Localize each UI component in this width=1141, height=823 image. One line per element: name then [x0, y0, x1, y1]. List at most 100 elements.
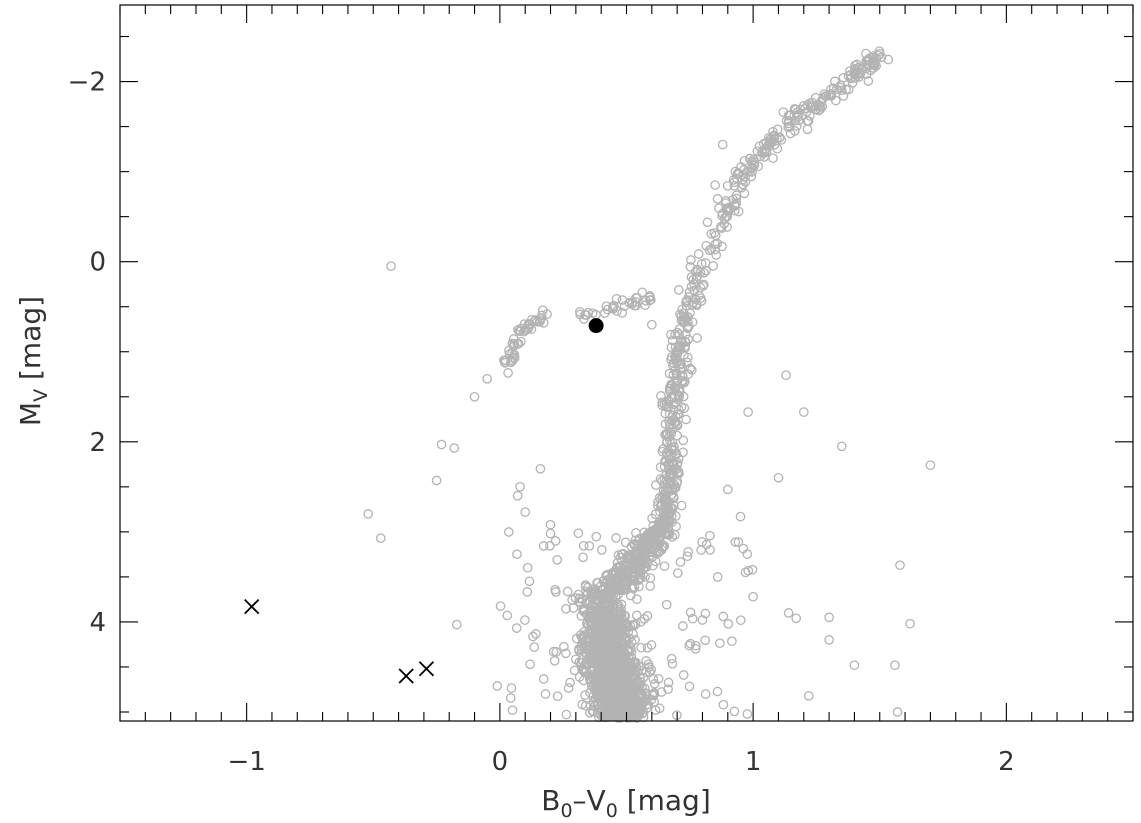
star-marker — [712, 686, 723, 697]
star-marker — [611, 663, 621, 674]
star-marker — [845, 70, 856, 80]
star-marker — [790, 126, 800, 136]
star-marker — [747, 564, 758, 575]
star-marker — [790, 104, 801, 115]
star-marker — [661, 599, 672, 610]
star-marker — [665, 464, 675, 474]
star-marker — [632, 292, 643, 303]
star-marker — [626, 646, 637, 657]
star-marker — [542, 309, 552, 319]
star-marker — [661, 476, 672, 486]
star-marker — [588, 588, 599, 599]
star-marker — [561, 648, 571, 659]
star-marker — [649, 678, 660, 689]
star-marker — [657, 542, 668, 553]
star-marker — [696, 545, 706, 555]
star-marker — [508, 334, 519, 344]
star-marker — [712, 572, 723, 582]
star-marker — [629, 620, 640, 631]
labels-layer: −1 0 1 2 −2 0 2 4 — [68, 68, 1015, 777]
star-marker — [715, 638, 725, 649]
star-marker — [552, 691, 563, 702]
y-axis-title: MV [mag] — [14, 296, 52, 426]
star-marker — [760, 143, 771, 154]
x-tick-label: 1 — [745, 747, 762, 777]
star-marker — [781, 115, 792, 126]
star-marker — [635, 679, 646, 690]
star-marker — [768, 153, 778, 164]
x-axis-title-mid: –V — [573, 784, 606, 817]
star-marker — [633, 557, 644, 568]
star-marker — [850, 60, 860, 71]
star-marker — [646, 319, 657, 330]
star-marker — [645, 538, 656, 549]
star-marker — [619, 575, 630, 586]
star-marker — [492, 681, 503, 691]
star-marker — [769, 130, 779, 141]
star-marker — [682, 551, 693, 562]
star-marker — [503, 527, 514, 537]
star-marker — [538, 541, 549, 551]
star-marker — [758, 138, 769, 149]
star-marker — [722, 222, 732, 232]
star-marker — [449, 443, 460, 453]
star-marker — [659, 561, 670, 572]
star-marker — [661, 399, 672, 409]
x-axis-title-sub1: 0 — [560, 800, 572, 822]
ticks-layer — [119, 5, 1134, 721]
star-marker — [674, 329, 685, 340]
star-marker — [482, 373, 493, 384]
star-marker — [596, 626, 607, 636]
star-marker — [524, 576, 535, 587]
star-marker — [639, 614, 650, 624]
star-marker — [681, 414, 691, 425]
star-marker — [506, 683, 517, 693]
star-marker — [548, 646, 559, 657]
star-marker — [436, 439, 447, 450]
star-marker — [584, 644, 595, 655]
star-marker — [602, 666, 613, 677]
star-marker — [728, 194, 738, 205]
star-marker — [578, 540, 589, 551]
star-marker — [601, 632, 612, 643]
star-marker — [590, 641, 600, 652]
star-marker — [666, 653, 677, 664]
star-marker — [692, 271, 703, 282]
star-marker — [606, 639, 617, 650]
star-marker — [776, 135, 787, 145]
star-marker — [627, 672, 638, 683]
star-marker — [743, 407, 753, 417]
x-tick-label: 0 — [492, 747, 509, 777]
star-marker — [673, 390, 684, 400]
star-marker — [700, 635, 711, 646]
star-marker — [645, 295, 655, 306]
star-marker — [773, 472, 784, 483]
star-marker — [591, 590, 602, 601]
star-marker — [700, 689, 711, 699]
star-marker — [630, 297, 641, 307]
star-marker — [672, 568, 683, 578]
star-marker — [662, 429, 673, 439]
star-marker — [684, 681, 695, 692]
star-marker — [671, 464, 682, 474]
star-marker — [700, 608, 711, 619]
star-marker — [636, 642, 647, 653]
star-marker — [498, 355, 509, 366]
star-marker — [905, 618, 915, 629]
star-marker — [620, 611, 631, 621]
star-marker — [502, 610, 513, 621]
star-marker — [723, 619, 734, 629]
star-marker — [711, 250, 722, 260]
star-marker — [925, 460, 936, 471]
star-marker — [763, 139, 774, 149]
star-marker — [637, 287, 648, 298]
star-marker — [583, 582, 593, 593]
star-marker — [789, 103, 800, 114]
star-marker — [791, 613, 802, 624]
star-marker — [536, 310, 547, 321]
star-marker — [705, 530, 715, 541]
star-marker — [717, 241, 727, 252]
star-marker — [613, 645, 624, 656]
star-marker — [599, 597, 610, 607]
star-marker — [735, 511, 746, 522]
